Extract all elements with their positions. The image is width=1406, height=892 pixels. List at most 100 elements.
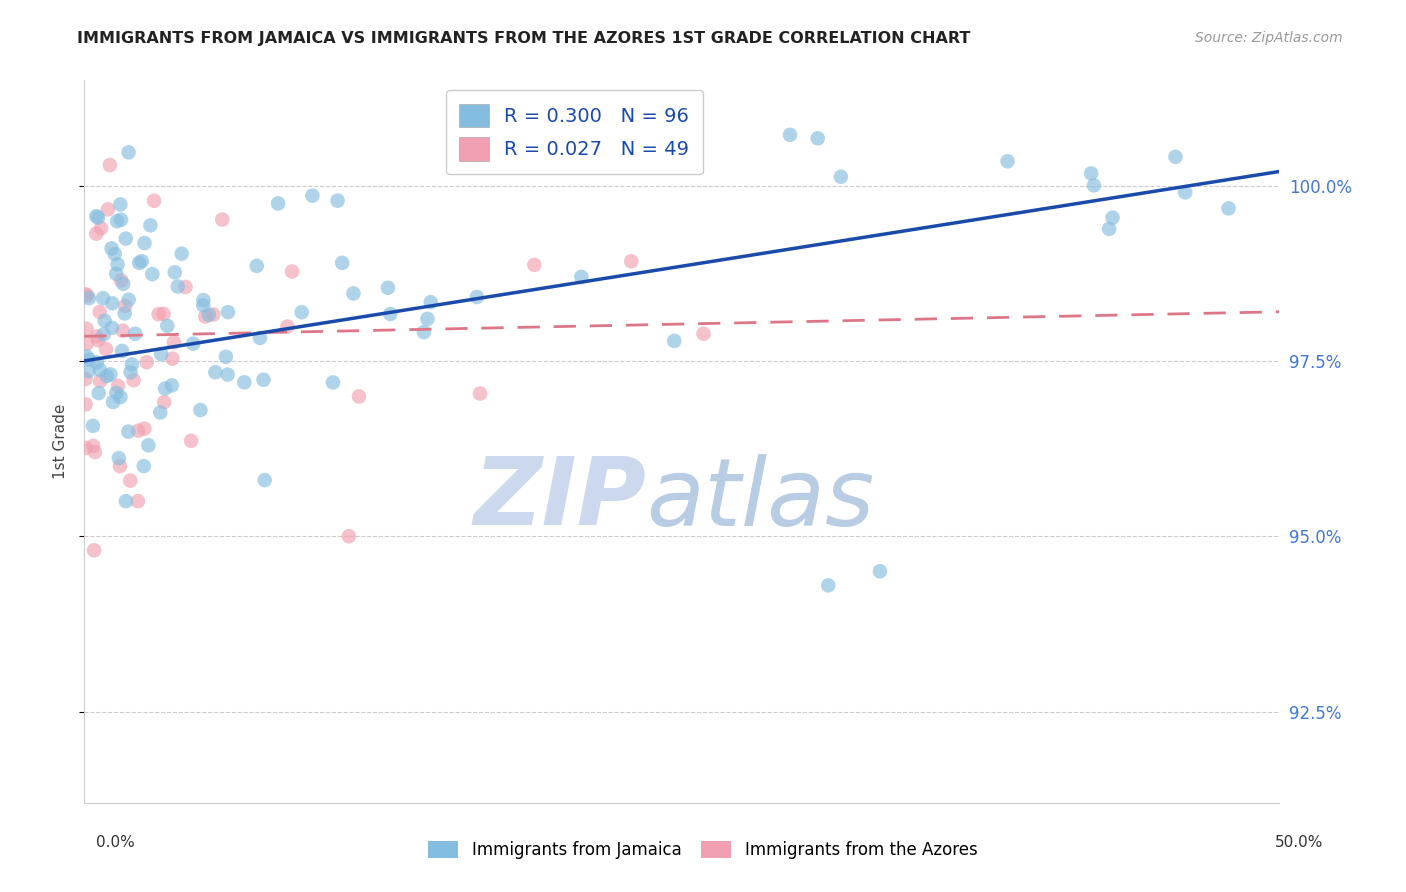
Text: ZIP: ZIP xyxy=(474,453,647,545)
Point xyxy=(83,543,105,558)
Point xyxy=(101,296,124,310)
Point xyxy=(523,258,546,272)
Point xyxy=(267,196,290,211)
Point xyxy=(807,131,830,145)
Point xyxy=(170,246,193,260)
Point xyxy=(330,256,353,270)
Point xyxy=(246,259,269,273)
Point xyxy=(1080,166,1102,180)
Point xyxy=(86,329,108,343)
Point xyxy=(174,280,197,294)
Point xyxy=(326,194,349,208)
Text: 50.0%: 50.0% xyxy=(1275,836,1323,850)
Point xyxy=(82,418,104,433)
Point xyxy=(153,395,176,409)
Point xyxy=(77,364,100,378)
Point xyxy=(75,287,97,301)
Point xyxy=(180,434,202,448)
Point xyxy=(1098,222,1121,236)
Point xyxy=(97,202,120,217)
Point xyxy=(110,273,132,287)
Point xyxy=(100,368,122,382)
Point xyxy=(342,286,364,301)
Point xyxy=(76,350,98,364)
Point xyxy=(1174,186,1197,200)
Point xyxy=(98,158,121,172)
Point xyxy=(110,390,132,404)
Point xyxy=(143,194,166,208)
Point xyxy=(281,264,304,278)
Point xyxy=(127,494,149,508)
Point xyxy=(87,386,110,401)
Point xyxy=(111,324,134,338)
Point xyxy=(217,368,239,382)
Point xyxy=(127,424,149,438)
Point xyxy=(117,293,139,307)
Point xyxy=(120,365,142,379)
Point xyxy=(110,197,132,211)
Point xyxy=(620,254,643,268)
Point xyxy=(86,355,108,369)
Point xyxy=(77,291,100,305)
Point xyxy=(108,451,131,466)
Point xyxy=(101,395,124,409)
Point xyxy=(93,327,115,342)
Text: atlas: atlas xyxy=(647,454,875,545)
Point xyxy=(75,372,97,386)
Point xyxy=(215,350,238,364)
Point xyxy=(664,334,686,348)
Point xyxy=(86,227,108,241)
Point xyxy=(132,459,155,474)
Point xyxy=(412,325,434,339)
Point xyxy=(193,298,215,312)
Point xyxy=(107,257,129,271)
Point xyxy=(337,529,360,543)
Point xyxy=(149,405,172,419)
Point xyxy=(253,473,276,487)
Point xyxy=(163,265,186,279)
Point xyxy=(122,373,145,387)
Point xyxy=(1101,211,1123,225)
Point xyxy=(76,322,98,336)
Point xyxy=(114,231,136,245)
Point xyxy=(94,342,117,356)
Y-axis label: 1st Grade: 1st Grade xyxy=(52,404,67,479)
Point xyxy=(997,154,1019,169)
Point xyxy=(112,277,135,291)
Point xyxy=(301,188,323,202)
Point xyxy=(121,358,143,372)
Text: Source: ZipAtlas.com: Source: ZipAtlas.com xyxy=(1195,31,1343,45)
Point xyxy=(90,221,112,235)
Point xyxy=(104,247,127,261)
Point xyxy=(249,331,271,345)
Point xyxy=(75,441,97,455)
Point xyxy=(202,308,225,322)
Point xyxy=(569,269,592,284)
Point xyxy=(82,439,104,453)
Point xyxy=(1164,150,1187,164)
Point xyxy=(465,290,488,304)
Point xyxy=(87,211,110,225)
Point xyxy=(322,376,344,390)
Point xyxy=(416,311,439,326)
Point xyxy=(211,212,233,227)
Point xyxy=(148,307,170,321)
Point xyxy=(163,335,186,350)
Point xyxy=(96,369,118,384)
Point xyxy=(1218,202,1240,216)
Point xyxy=(91,291,114,305)
Point xyxy=(1083,178,1105,193)
Point xyxy=(166,279,188,293)
Point xyxy=(128,256,150,270)
Point xyxy=(233,376,256,390)
Point xyxy=(291,305,314,319)
Point xyxy=(87,333,110,347)
Point xyxy=(217,305,239,319)
Point xyxy=(156,318,179,333)
Point xyxy=(76,336,98,351)
Text: 0.0%: 0.0% xyxy=(96,836,135,850)
Point xyxy=(117,425,139,439)
Point xyxy=(139,219,162,233)
Point xyxy=(779,128,801,142)
Point xyxy=(152,307,174,321)
